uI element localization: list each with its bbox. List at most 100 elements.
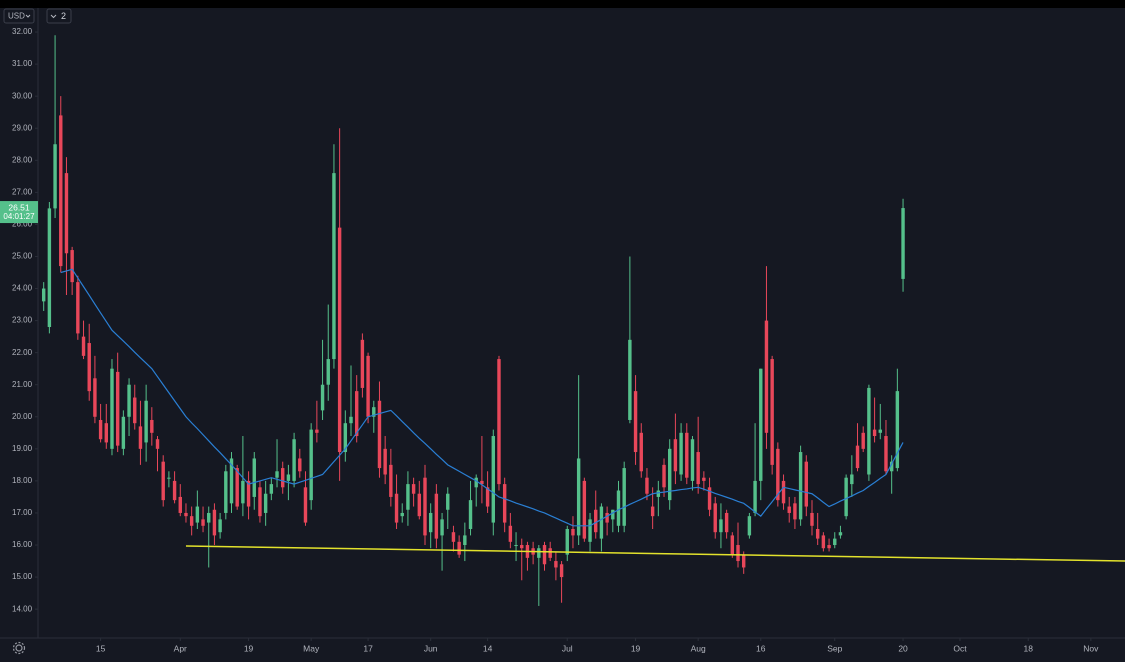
candle-body	[867, 387, 871, 475]
candle-body	[127, 384, 131, 417]
candle-body	[599, 506, 604, 539]
candle-body	[161, 461, 165, 501]
candle-body	[559, 564, 564, 578]
candle-body	[741, 554, 746, 568]
candle-body	[87, 343, 91, 392]
y-tick-label: 22.00	[12, 348, 33, 357]
currency-button[interactable]	[3, 8, 35, 24]
candle-body	[167, 477, 171, 479]
x-tick-label: Apr	[174, 643, 187, 653]
x-tick-label: 16	[756, 643, 766, 653]
candle-body	[41, 288, 46, 302]
chart-background	[0, 8, 1125, 662]
candle-body	[679, 432, 683, 475]
candle-body	[872, 429, 877, 437]
candle-body	[474, 477, 478, 488]
x-tick-label: May	[303, 643, 320, 653]
candle-body	[201, 519, 205, 526]
candle-body	[838, 532, 843, 536]
candle-body	[252, 458, 256, 497]
candle-body	[144, 400, 148, 443]
candle-body	[133, 397, 137, 424]
candle-body	[588, 519, 592, 542]
toolbar: USD 2	[3, 8, 72, 24]
y-tick-label: 28.00	[12, 155, 33, 164]
candle-body	[349, 416, 353, 424]
candle-body	[759, 368, 763, 481]
x-tick-label: Jun	[424, 643, 438, 653]
x-tick-label: 19	[244, 643, 254, 653]
candle-body	[798, 452, 803, 520]
y-tick-label: 19.00	[12, 444, 33, 453]
x-tick-label: Nov	[1083, 643, 1099, 653]
candle-body	[889, 461, 894, 472]
candle-body	[787, 506, 791, 513]
candle-body	[337, 227, 342, 453]
candle-body	[275, 471, 279, 478]
candle-body	[150, 419, 154, 433]
candle-body	[411, 484, 416, 494]
candle-body	[298, 458, 302, 472]
x-tick-label: 15	[96, 643, 106, 653]
candle-body	[76, 282, 80, 334]
candle-body	[406, 484, 410, 510]
candle-body	[833, 538, 837, 546]
candle-body	[343, 423, 348, 453]
candle-body	[645, 477, 649, 494]
candle-body	[229, 458, 234, 504]
candle-body	[195, 506, 200, 523]
candle-body	[502, 484, 507, 523]
candle-body	[235, 468, 239, 507]
candle-body	[855, 445, 860, 469]
candle-body	[673, 439, 678, 472]
candle-body	[428, 512, 433, 533]
dropdown-icon	[25, 14, 31, 18]
candle-body	[656, 490, 661, 497]
candle-body	[582, 480, 587, 539]
gear-icon	[15, 644, 23, 652]
countdown-label: 04:01:27	[3, 212, 35, 221]
candle-body	[241, 480, 245, 504]
candle-body	[571, 528, 575, 536]
candle-body	[815, 528, 820, 539]
candle-body	[628, 339, 632, 420]
candle-body	[565, 528, 569, 555]
candle-body	[622, 468, 626, 526]
candle-body	[662, 464, 666, 488]
candle-body	[93, 378, 97, 417]
candle-body	[508, 525, 513, 542]
indicator-button[interactable]	[46, 8, 72, 24]
candle-body	[269, 484, 274, 494]
candle-body	[366, 355, 370, 417]
y-tick-label: 14.00	[12, 604, 33, 613]
candle-body	[434, 493, 439, 539]
y-tick-label: 18.00	[12, 476, 33, 485]
candle-body	[423, 477, 427, 536]
candle-body	[594, 509, 598, 533]
candle-body	[463, 535, 467, 546]
y-tick-label: 27.00	[12, 187, 33, 196]
candle-body	[59, 115, 63, 267]
settings-button[interactable]	[12, 641, 26, 655]
candle-body	[497, 359, 501, 485]
x-tick-label: Jul	[562, 643, 573, 653]
y-tick-label: 21.00	[12, 380, 33, 389]
candle-body	[878, 429, 882, 433]
candle-body	[554, 561, 558, 568]
candle-body	[776, 448, 780, 501]
candle-body	[468, 500, 473, 529]
candle-body	[707, 487, 712, 510]
candle-body	[884, 436, 888, 472]
candle-body	[110, 368, 114, 449]
candle-body	[354, 391, 359, 437]
candle-body	[212, 509, 217, 536]
candle-body	[417, 493, 422, 517]
candle-body	[520, 545, 524, 549]
candle-body	[64, 173, 69, 254]
y-tick-label: 20.00	[12, 412, 33, 421]
candle-body	[764, 320, 769, 433]
candle-body	[821, 535, 826, 549]
candle-body	[372, 407, 376, 417]
candle-body	[804, 461, 809, 507]
